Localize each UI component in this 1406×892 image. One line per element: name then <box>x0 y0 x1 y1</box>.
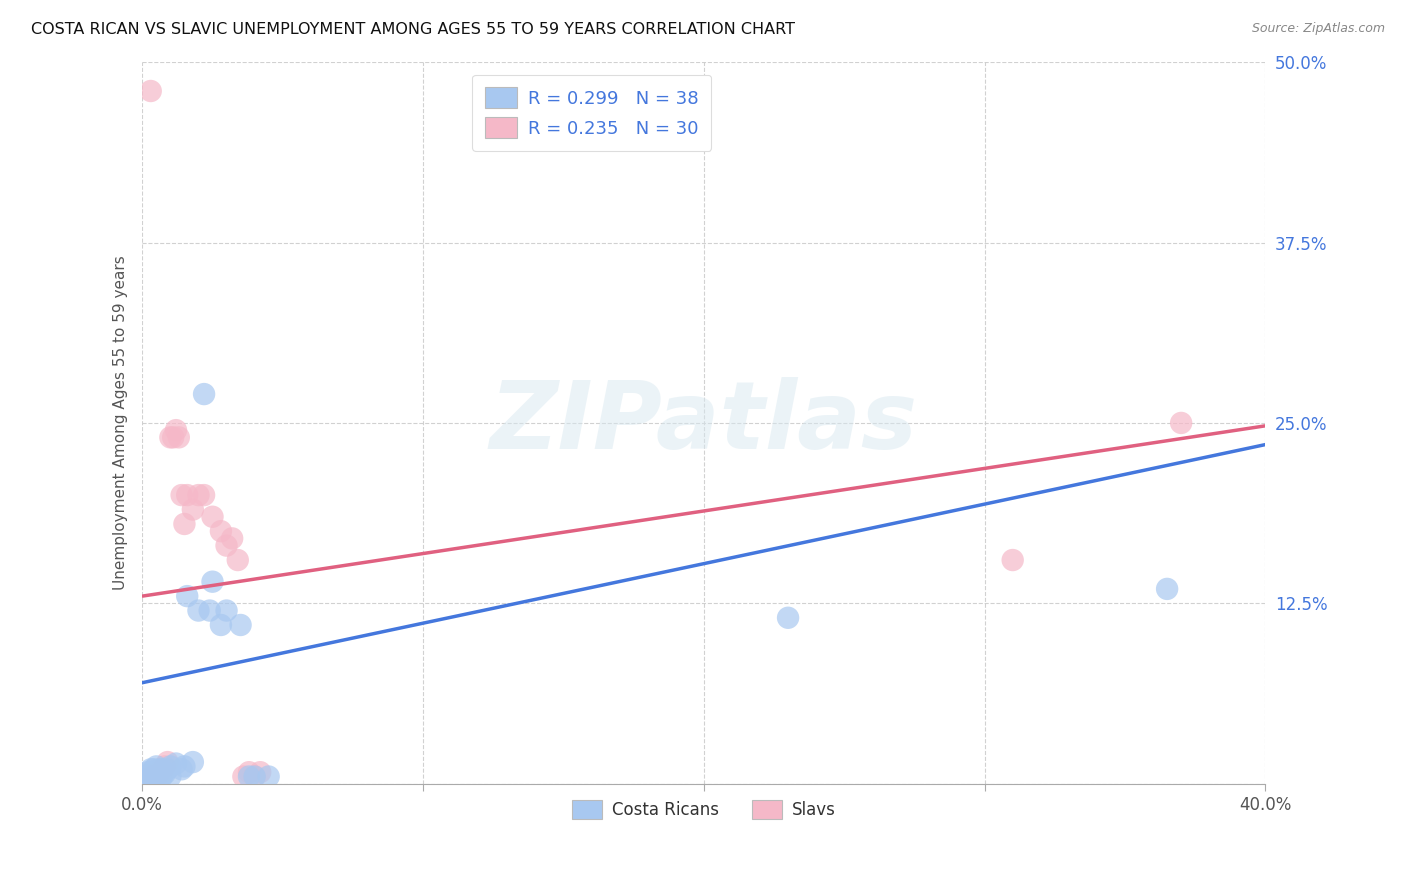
Point <box>209 618 232 632</box>
Point <box>173 759 195 773</box>
Point <box>142 762 165 776</box>
Point <box>170 488 193 502</box>
Point <box>139 84 162 98</box>
Point <box>170 762 193 776</box>
Point <box>159 759 181 773</box>
Point <box>257 770 280 784</box>
Point <box>142 770 165 784</box>
Point <box>181 502 204 516</box>
Point <box>209 524 232 538</box>
Point <box>159 430 181 444</box>
Point <box>181 755 204 769</box>
Point <box>1170 416 1192 430</box>
Text: ZIPatlas: ZIPatlas <box>489 377 918 469</box>
Point <box>167 430 190 444</box>
Point <box>226 553 249 567</box>
Point <box>153 759 176 773</box>
Point <box>148 771 170 785</box>
Point <box>221 532 243 546</box>
Point <box>778 611 800 625</box>
Point <box>156 762 179 776</box>
Point <box>142 768 165 782</box>
Point <box>243 770 266 784</box>
Point <box>136 770 159 784</box>
Text: Source: ZipAtlas.com: Source: ZipAtlas.com <box>1251 22 1385 36</box>
Point <box>156 755 179 769</box>
Point <box>153 766 176 780</box>
Point <box>150 765 173 780</box>
Point <box>145 759 167 773</box>
Point <box>232 770 254 784</box>
Point <box>176 488 198 502</box>
Point <box>139 762 162 776</box>
Point <box>193 387 215 401</box>
Point <box>201 574 224 589</box>
Point <box>145 770 167 784</box>
Point <box>162 430 184 444</box>
Point <box>215 539 238 553</box>
Point <box>150 770 173 784</box>
Point <box>198 603 221 617</box>
Point <box>238 770 260 784</box>
Y-axis label: Unemployment Among Ages 55 to 59 years: Unemployment Among Ages 55 to 59 years <box>114 256 128 591</box>
Point <box>148 765 170 780</box>
Point <box>176 589 198 603</box>
Point <box>1156 582 1178 596</box>
Point <box>145 770 167 784</box>
Point <box>148 762 170 776</box>
Point <box>165 423 187 437</box>
Point <box>134 772 156 787</box>
Point <box>215 603 238 617</box>
Point <box>201 509 224 524</box>
Point <box>148 765 170 780</box>
Point <box>238 765 260 780</box>
Point <box>150 762 173 776</box>
Point <box>139 772 162 787</box>
Point <box>139 766 162 780</box>
Point <box>136 765 159 780</box>
Point <box>136 768 159 782</box>
Legend: Costa Ricans, Slavs: Costa Ricans, Slavs <box>565 793 842 826</box>
Point <box>187 488 209 502</box>
Point <box>229 618 252 632</box>
Point <box>173 516 195 531</box>
Point <box>193 488 215 502</box>
Text: COSTA RICAN VS SLAVIC UNEMPLOYMENT AMONG AGES 55 TO 59 YEARS CORRELATION CHART: COSTA RICAN VS SLAVIC UNEMPLOYMENT AMONG… <box>31 22 794 37</box>
Point <box>1001 553 1024 567</box>
Point <box>243 770 266 784</box>
Point <box>249 765 271 780</box>
Point <box>142 772 165 787</box>
Point <box>165 756 187 771</box>
Point <box>187 603 209 617</box>
Point <box>134 770 156 784</box>
Point <box>145 765 167 780</box>
Point <box>159 770 181 784</box>
